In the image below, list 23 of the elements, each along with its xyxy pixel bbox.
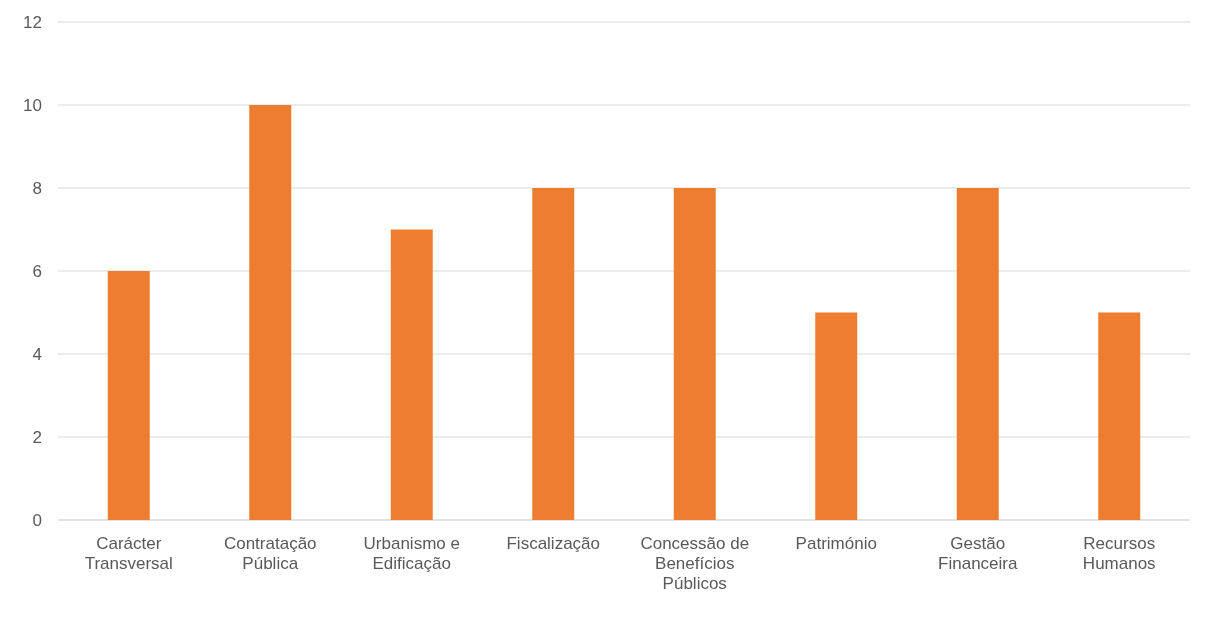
y-tick-label: 6 — [32, 261, 42, 281]
y-tick-label: 4 — [32, 344, 42, 364]
x-tick-label: Carácter Transversal — [84, 534, 173, 573]
y-tick-label: 8 — [32, 178, 42, 198]
bar — [956, 188, 999, 520]
bar — [107, 271, 150, 520]
bar — [390, 229, 433, 520]
y-tick-label: 12 — [23, 12, 42, 32]
bar — [673, 188, 716, 520]
x-tick-label: Património — [795, 534, 877, 553]
x-tick-label: Gestão Financeira — [938, 534, 1018, 573]
x-tick-label: Recursos Humanos — [1082, 534, 1156, 573]
y-tick-label: 0 — [32, 510, 42, 530]
bar — [1098, 312, 1141, 520]
x-tick-label: Fiscalização — [506, 534, 601, 553]
x-tick-label: Contratação Pública — [223, 534, 317, 573]
y-tick-label: 2 — [32, 427, 42, 447]
bar — [815, 312, 858, 520]
x-tick-label: Urbanismo e Edificação — [363, 534, 460, 573]
bar — [532, 188, 575, 520]
x-tick-label: Concessão de Benefícios Públicos — [640, 534, 750, 593]
bar — [249, 105, 292, 520]
y-tick-label: 10 — [23, 95, 42, 115]
